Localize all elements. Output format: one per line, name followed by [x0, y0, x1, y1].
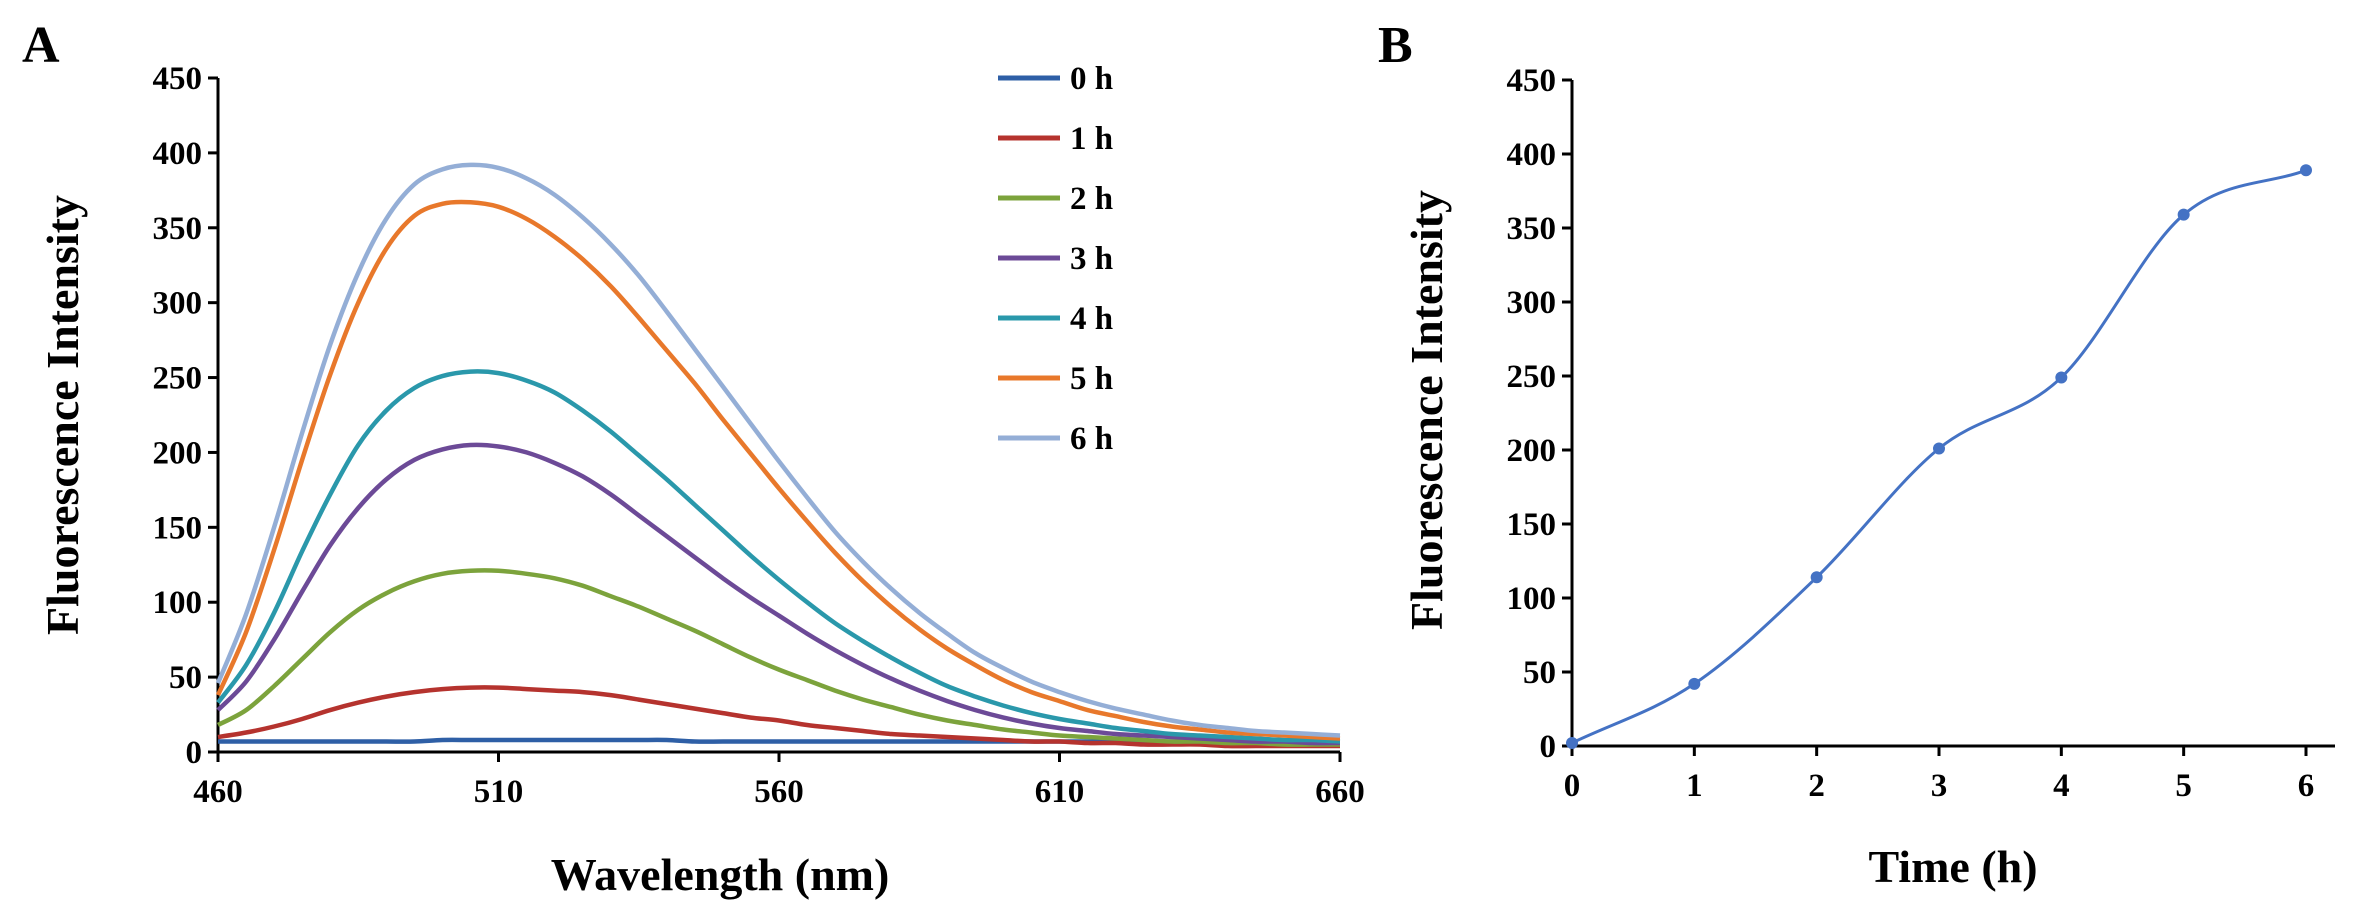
series-line-time-course	[1572, 170, 2306, 743]
y-axis-title-b: Fluorescence Intensity	[1401, 190, 1452, 630]
x-tick-label: 560	[754, 774, 804, 810]
x-tick-label: 0	[1564, 768, 1581, 804]
y-tick-label: 400	[1507, 137, 1557, 173]
x-tick-label: 6	[2298, 768, 2315, 804]
legend-entry: 1 h	[1070, 121, 1113, 157]
series-lines-b	[1566, 164, 2312, 749]
y-tick-label: 250	[1507, 359, 1557, 395]
data-point	[1566, 737, 1578, 749]
y-tick-label: 400	[153, 136, 203, 172]
panel-label-a: A	[22, 17, 60, 74]
y-tick-label: 450	[1507, 63, 1557, 99]
y-tick-label: 200	[153, 435, 203, 471]
x-ticks-b: 0 1 2 3 4 5 6	[1564, 746, 2315, 804]
chart-panel-b: B 0 50 100 150 200 250 300 350 400 450 0 1 2 3 4 5 6 Ti…	[1378, 17, 2335, 892]
y-tick-label: 350	[1507, 211, 1557, 247]
series-line-4h	[218, 371, 1340, 741]
legend-a: 0 h 1 h 2 h 3 h 4 h 5 h 6 h	[998, 61, 1113, 457]
legend-entry: 0 h	[1070, 61, 1113, 97]
y-tick-label: 100	[153, 585, 203, 621]
x-tick-label: 2	[1808, 768, 1825, 804]
x-tick-label: 1	[1686, 768, 1703, 804]
y-tick-label: 350	[153, 211, 203, 247]
y-tick-label: 150	[153, 510, 203, 546]
data-point	[1933, 443, 1945, 455]
data-point	[2055, 371, 2067, 383]
x-ticks-a: 460 510 560 610 660	[193, 752, 1365, 810]
y-ticks-b: 0 50 100 150 200 250 300 350 400 450	[1507, 63, 1573, 765]
legend-entry: 6 h	[1070, 421, 1113, 457]
x-tick-label: 610	[1035, 774, 1085, 810]
x-axis-title-a: Wavelength (nm)	[551, 849, 890, 900]
y-tick-label: 150	[1507, 507, 1557, 543]
series-line-5h	[218, 202, 1340, 739]
x-tick-label: 660	[1315, 774, 1365, 810]
x-axis-title-b: Time (h)	[1868, 841, 2037, 892]
chart-panel-a: A 0 50 100 150 200 250 300 350 400 450 460 510 560 6…	[22, 17, 1365, 900]
legend-entry: 2 h	[1070, 181, 1113, 217]
y-tick-label: 300	[153, 286, 203, 322]
x-tick-label: 460	[193, 774, 243, 810]
panel-label-b: B	[1378, 17, 1413, 74]
x-tick-label: 4	[2053, 768, 2070, 804]
x-tick-label: 5	[2175, 768, 2192, 804]
y-tick-label: 300	[1507, 285, 1557, 321]
data-point	[2178, 209, 2190, 221]
x-tick-label: 510	[474, 774, 524, 810]
legend-entry: 3 h	[1070, 241, 1113, 277]
legend-entry: 4 h	[1070, 301, 1113, 337]
y-tick-label: 100	[1507, 581, 1557, 617]
y-tick-label: 450	[153, 61, 203, 97]
data-point	[1811, 571, 1823, 583]
legend-entry: 5 h	[1070, 361, 1113, 397]
y-tick-label: 250	[153, 361, 203, 397]
y-ticks-a: 0 50 100 150 200 250 300 350 400 450	[153, 61, 219, 771]
y-tick-label: 50	[169, 660, 202, 696]
figure: A 050100150200250300350400450 4605105606…	[0, 0, 2357, 916]
y-tick-label: 200	[1507, 433, 1557, 469]
x-tick-label: 3	[1931, 768, 1948, 804]
data-point	[1688, 678, 1700, 690]
y-tick-label: 0	[1540, 729, 1557, 765]
y-tick-label: 50	[1523, 655, 1556, 691]
series-lines-a	[218, 165, 1340, 746]
data-point	[2300, 164, 2312, 176]
y-axis-title-a: Fluorescence Intensity	[37, 195, 88, 635]
y-tick-label: 0	[186, 735, 203, 771]
